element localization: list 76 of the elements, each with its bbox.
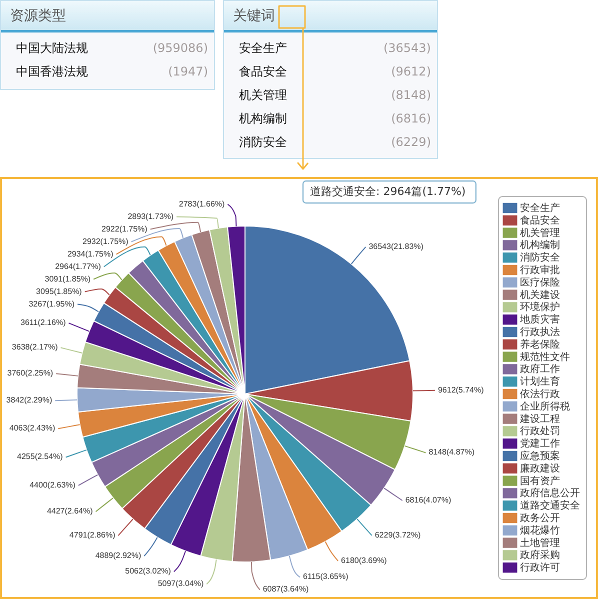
category-label: 安全生产	[239, 41, 287, 55]
text: (1947)	[168, 64, 208, 78]
data-label: 3638(2.17%)	[12, 342, 58, 352]
legend-label: 养老保险	[520, 338, 560, 350]
legend-label: 消防安全	[520, 252, 560, 264]
legend-label: 环境保护	[520, 301, 560, 314]
category-label: 消防安全	[239, 135, 287, 149]
data-label: 8148(4.87%)	[428, 448, 475, 457]
legend-label: 道路交通安全	[520, 500, 580, 512]
category-label: 食品安全	[239, 64, 287, 78]
text: (36543)	[383, 41, 431, 55]
data-label: 6087(3.64%)	[262, 584, 309, 594]
legend-label: 行政审批	[520, 264, 560, 276]
legend-label: 廉政建设	[520, 462, 560, 474]
legend-label: 食品安全	[520, 214, 560, 226]
data-label: 3611(2.16%)	[20, 318, 66, 328]
legend-label: 政府信息公开	[520, 487, 580, 500]
data-label: 6229(3.72%)	[374, 530, 421, 540]
legend-label: 党建工作	[520, 438, 560, 450]
data-label: 3267(1.95%)	[28, 299, 75, 308]
text: 关键词	[233, 8, 275, 24]
legend-label: 依法行政	[520, 388, 560, 400]
data-label: 2964(1.77%)	[55, 262, 102, 271]
data-label: 3091(1.85%)	[44, 274, 91, 284]
legend-label: 国有资产	[520, 474, 560, 487]
legend-label: 机关建设	[520, 288, 560, 301]
data-label: 2922(1.75%)	[102, 224, 148, 234]
data-label: 2932(1.75%)	[82, 236, 129, 246]
text: 资源类型	[10, 8, 66, 24]
category-label: 中国大陆法规	[16, 41, 88, 55]
text: (959086)	[152, 41, 208, 55]
data-label: 4063(2.43%)	[9, 424, 56, 433]
data-label: 4400(2.63%)	[30, 480, 76, 490]
data-label: 6115(3.65%)	[303, 572, 349, 582]
data-label: 4427(2.64%)	[46, 506, 94, 516]
legend-label: 行政执法	[520, 326, 560, 338]
data-label: 6180(3.69%)	[341, 556, 388, 565]
data-label: 3095(1.85%)	[36, 286, 82, 296]
data-label: 9612(5.74%)	[438, 385, 484, 394]
data-label: 4255(2.54%)	[17, 452, 64, 462]
legend-label: 机关管理	[520, 226, 560, 239]
text: 道路交通安全: 2964篇(1.77%)	[310, 185, 466, 198]
text: (9612)	[391, 64, 431, 78]
legend-label: 应急预案	[520, 450, 560, 462]
text: (6816)	[391, 112, 431, 126]
data-label: 5062(3.02%)	[125, 566, 172, 576]
legend-label: 医疗保险	[520, 276, 560, 288]
legend-label: 规范性文件	[520, 350, 570, 363]
data-label: 6816(4.07%)	[405, 496, 452, 505]
data-label: 2934(1.75%)	[67, 249, 114, 258]
legend-label: 政务公开	[520, 512, 560, 524]
legend-label: 机构编制	[520, 239, 560, 252]
legend-label: 烟花爆竹	[520, 524, 560, 536]
legend-label: 企业所得税	[520, 400, 570, 412]
category-label: 中国香港法规	[16, 64, 88, 78]
legend-label: 行政许可	[520, 562, 560, 574]
data-label: 4889(2.92%)	[95, 551, 142, 560]
legend-label: 安全生产	[520, 202, 560, 214]
data-label: 4791(2.86%)	[69, 530, 116, 540]
data-label: 36543(21.83%)	[368, 242, 424, 251]
data-label: 3842(2.29%)	[6, 396, 52, 405]
data-label: 5097(3.04%)	[158, 579, 204, 588]
data-label: 2783(1.66%)	[178, 199, 226, 208]
legend-label: 政府工作	[520, 363, 560, 376]
text: (8148)	[391, 88, 431, 102]
category-label: 机构编制	[239, 112, 287, 126]
legend-label: 政府采购	[520, 549, 560, 562]
legend-label: 计划生育	[520, 376, 560, 388]
category-label: 机关管理	[239, 88, 287, 102]
legend-label: 土地管理	[520, 536, 560, 549]
text: (6229)	[391, 135, 431, 149]
data-label: 2893(1.73%)	[128, 212, 174, 221]
legend-label: 建设工程	[519, 412, 560, 425]
legend-label: 行政处罚	[520, 425, 560, 438]
data-label: 3760(2.25%)	[7, 368, 54, 378]
legend-label: 地质灾害	[519, 314, 560, 326]
